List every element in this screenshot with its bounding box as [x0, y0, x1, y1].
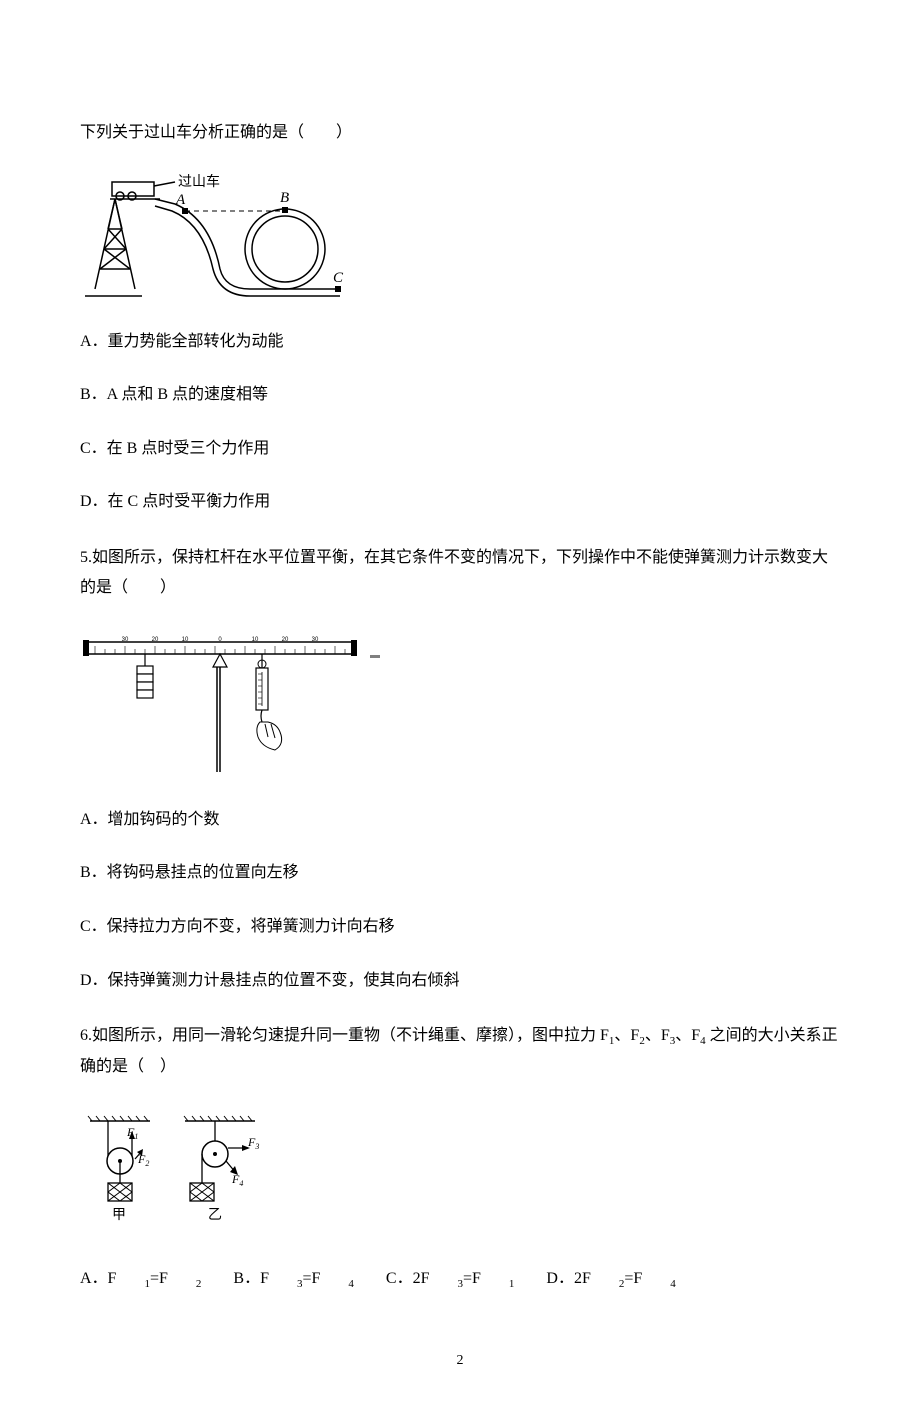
- svg-text:F4: F4: [231, 1172, 243, 1188]
- q6-option-a: A．F1=F2: [80, 1270, 201, 1287]
- svg-text:F1: F1: [126, 1125, 138, 1141]
- svg-text:30: 30: [122, 637, 129, 643]
- q5-option-d: D．保持弹簧测力计悬挂点的位置不变，使其向右倾斜: [80, 968, 840, 994]
- svg-text:F2: F2: [137, 1152, 149, 1168]
- q5-option-b: B．将钩码悬挂点的位置向左移: [80, 860, 840, 886]
- q6-option-c: C．2F3=F1: [386, 1270, 515, 1287]
- q5-figure: 302010 0 102030: [80, 632, 840, 787]
- q5-option-a: A．增加钩码的个数: [80, 807, 840, 833]
- q6-option-d: D．2F2=F4: [546, 1270, 675, 1287]
- q4-option-b: B．A 点和 B 点的速度相等: [80, 382, 840, 408]
- svg-text:乙: 乙: [208, 1207, 222, 1223]
- svg-text:F3: F3: [247, 1135, 259, 1151]
- svg-text:10: 10: [182, 637, 189, 643]
- q4-point-b: B: [280, 190, 289, 206]
- side-mark: [370, 655, 380, 658]
- q5-stem: 5.如图所示，保持杠杆在水平位置平衡，在其它条件不变的情况下，下列操作中不能使弹…: [80, 543, 840, 604]
- svg-text:甲: 甲: [112, 1208, 126, 1223]
- svg-text:20: 20: [282, 637, 289, 643]
- page-number: 2: [80, 1353, 840, 1369]
- svg-text:20: 20: [152, 637, 159, 643]
- q4-stem: 下列关于过山车分析正确的是（ ）: [80, 120, 840, 146]
- q4-option-d: D．在 C 点时受平衡力作用: [80, 489, 840, 515]
- q4-option-c: C．在 B 点时受三个力作用: [80, 436, 840, 462]
- q4-point-a: A: [175, 192, 186, 208]
- q6-options: A．F1=F2 B．F3=F4 C．2F3=F1 D．2F2=F4: [80, 1266, 840, 1294]
- q6-stem: 6.如图所示，用同一滑轮匀速提升同一重物（不计绳重、摩擦），图中拉力 F1、F2…: [80, 1021, 840, 1082]
- svg-text:10: 10: [252, 637, 259, 643]
- q6-option-b: B．F3=F4: [233, 1270, 354, 1287]
- q5-option-c: C．保持拉力方向不变，将弹簧测力计向右移: [80, 914, 840, 940]
- q4-option-a: A．重力势能全部转化为动能: [80, 329, 840, 355]
- q6-figure: F1 F2 甲: [80, 1111, 840, 1246]
- q4-point-c: C: [333, 270, 344, 286]
- q4-figure: 过山车 A B C: [80, 174, 840, 309]
- svg-text:30: 30: [312, 637, 319, 643]
- q4-car-label: 过山车: [178, 174, 220, 190]
